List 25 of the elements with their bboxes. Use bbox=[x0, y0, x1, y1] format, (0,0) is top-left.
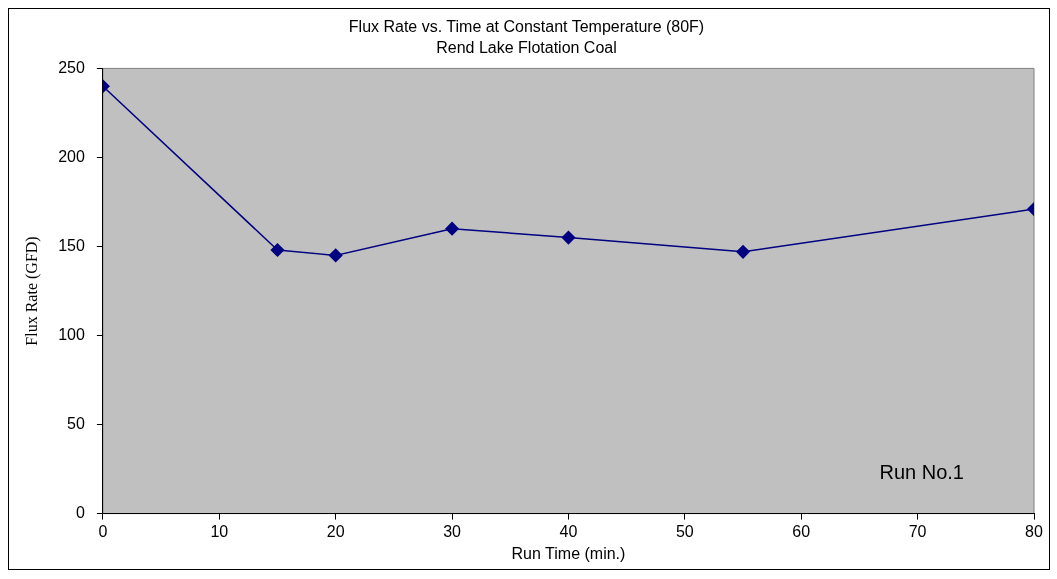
point bbox=[561, 230, 576, 245]
y-tick-label: 150 bbox=[58, 236, 85, 254]
x-tick-label: 40 bbox=[559, 522, 578, 540]
annotation: Run No.1 bbox=[879, 461, 964, 484]
point bbox=[736, 245, 750, 259]
x-axis-title: Run Time (min.) bbox=[511, 544, 626, 562]
chart-subtitle: Rend Lake Flotation Coal bbox=[436, 39, 617, 57]
x-tick-label: 70 bbox=[908, 522, 927, 540]
x-tick-label: 30 bbox=[443, 522, 462, 540]
point bbox=[328, 248, 343, 263]
x-tick-label: 80 bbox=[1025, 522, 1043, 540]
y-tick-label: 200 bbox=[58, 147, 85, 165]
x-tick-label: 50 bbox=[675, 522, 694, 540]
chart-title: Flux Rate vs. Time at Constant Temperature (80F) bbox=[348, 18, 705, 36]
y-tick-label: 250 bbox=[58, 58, 85, 76]
point bbox=[445, 221, 459, 236]
x-tick-label: 10 bbox=[210, 522, 229, 540]
y-tick-label: 100 bbox=[58, 325, 85, 343]
x-tick-label: 60 bbox=[792, 522, 811, 540]
y-tick-label: 0 bbox=[75, 504, 85, 522]
x-tick-label: 20 bbox=[326, 522, 345, 540]
point bbox=[270, 243, 285, 257]
y-axis-title: Flux Rate (GFD) bbox=[22, 236, 41, 346]
y-tick-label: 50 bbox=[67, 414, 85, 432]
x-tick-label: 0 bbox=[98, 522, 108, 540]
